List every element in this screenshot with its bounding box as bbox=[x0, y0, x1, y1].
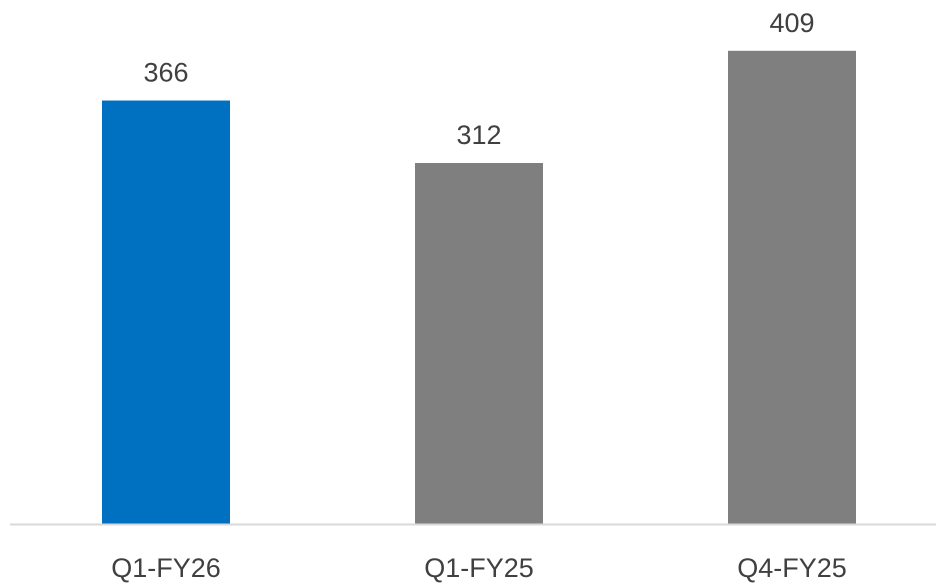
x-tick-label-q1-fy25: Q1-FY25 bbox=[424, 553, 534, 583]
bar-q1-fy26 bbox=[102, 100, 230, 525]
bar-q4-fy25 bbox=[728, 50, 856, 525]
data-label-q4-fy25: 409 bbox=[769, 8, 814, 38]
data-label-q1-fy26: 366 bbox=[143, 58, 188, 88]
data-labels-group: 366 312 409 bbox=[143, 8, 814, 150]
data-label-q1-fy25: 312 bbox=[456, 120, 501, 150]
category-labels-group: Q1-FY26 Q1-FY25 Q4-FY25 bbox=[111, 553, 847, 583]
x-tick-label-q1-fy26: Q1-FY26 bbox=[111, 553, 221, 583]
x-tick-label-q4-fy25: Q4-FY25 bbox=[737, 553, 847, 583]
bars-group bbox=[102, 50, 856, 525]
bar-q1-fy25 bbox=[415, 163, 543, 525]
